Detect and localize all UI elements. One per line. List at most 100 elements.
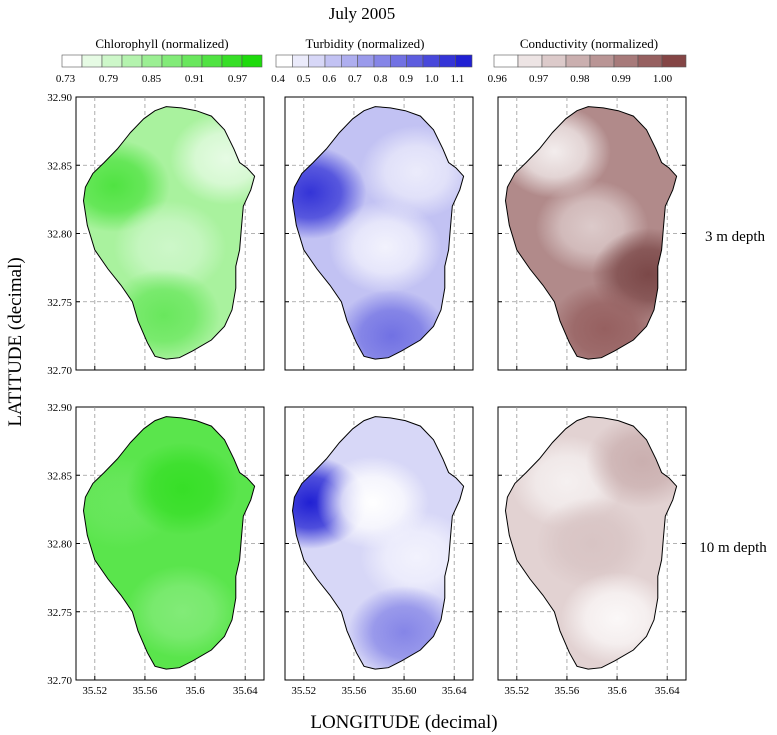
turbidity-colorbar-title: Turbidity (normalized) xyxy=(305,36,424,51)
turbidity-colorbar-swatch xyxy=(357,54,375,68)
x-tick-label: 35.56 xyxy=(342,685,367,697)
x-tick-label: 35.64 xyxy=(233,685,258,697)
conductivity-10m-field-patch xyxy=(535,497,649,590)
colorbars: Chlorophyll (normalized) 0.73 0.79 0.85 0.91… xyxy=(56,36,687,85)
chlorophyll-colorbar-tick: 0.79 xyxy=(99,73,119,85)
y-tick-label: 32.85 xyxy=(47,160,72,172)
conductivity-colorbar-swatch xyxy=(565,54,591,68)
chlorophyll-colorbar-swatch xyxy=(241,54,263,68)
conductivity-colorbar-tick: 0.97 xyxy=(529,73,549,85)
turbidity-colorbar-swatch xyxy=(455,54,473,68)
turbidity-3m-shoreline xyxy=(291,106,465,360)
chlorophyll-colorbar-tick: 0.97 xyxy=(228,73,248,85)
chlorophyll-3m-shoreline xyxy=(82,106,256,360)
chlorophyll-colorbar-tick: 0.91 xyxy=(185,73,204,85)
y-tick-label: 32.90 xyxy=(47,402,72,414)
turbidity-colorbar-swatch xyxy=(292,54,309,68)
turbidity-3m-field-patch xyxy=(292,146,367,239)
conductivity-colorbar-swatch xyxy=(637,54,663,68)
chlorophyll-colorbar-swatch xyxy=(201,54,223,68)
turbidity-colorbar-swatch xyxy=(308,54,326,68)
turbidity-colorbar-swatch xyxy=(275,54,293,68)
chlorophyll-colorbar-swatch xyxy=(61,54,83,68)
chlorophyll-colorbar-swatch xyxy=(141,54,163,68)
turbidity-colorbar-tick: 0.8 xyxy=(374,73,388,85)
chlorophyll-3m-field-patch xyxy=(113,200,227,294)
figure-title: July 2005 xyxy=(329,4,396,23)
conductivity-colorbar-swatch xyxy=(517,54,543,68)
chlorophyll-colorbar-tick: 0.85 xyxy=(142,73,162,85)
turbidity-colorbar-tick: 0.6 xyxy=(322,73,336,85)
row-labels: 3 m depth 10 m depth xyxy=(699,229,767,556)
row-label-10m: 10 m depth xyxy=(699,540,767,556)
turbidity-colorbar-swatch xyxy=(422,54,440,68)
chlorophyll-colorbar-title: Chlorophyll (normalized) xyxy=(95,36,228,51)
y-tick-label: 32.80 xyxy=(47,229,72,241)
turbidity-10m-panel xyxy=(284,406,474,681)
y-tick-label: 32.75 xyxy=(47,607,72,619)
turbidity-colorbar-tick: 1.0 xyxy=(425,73,439,85)
chlorophyll-colorbar-swatch xyxy=(161,54,183,68)
y-tick-labels-row-2: 32.90 32.85 32.80 32.75 32.70 xyxy=(47,402,72,687)
turbidity-colorbar-tick: 0.5 xyxy=(297,73,311,85)
conductivity-colorbar-swatch xyxy=(661,54,687,68)
conductivity-3m-panel xyxy=(497,96,687,371)
x-tick-label: 35.6 xyxy=(607,685,627,697)
conductivity-colorbar-tick: 0.96 xyxy=(488,73,508,85)
turbidity-colorbar-tick: 1.1 xyxy=(451,73,465,85)
chlorophyll-colorbar-swatch xyxy=(121,54,143,68)
x-tick-label: 35.64 xyxy=(442,685,467,697)
x-tick-labels-col-1: 35.52 35.56 35.6 35.64 xyxy=(82,685,258,697)
conductivity-colorbar-swatch xyxy=(613,54,639,68)
turbidity-colorbar-tick: 0.7 xyxy=(348,73,362,85)
chlorophyll-colorbar-swatch xyxy=(101,54,123,68)
x-axis-label: LONGITUDE (decimal) xyxy=(310,712,497,733)
conductivity-10m-lake-field xyxy=(505,416,677,670)
x-tick-label: 35.52 xyxy=(291,685,316,697)
conductivity-10m-panel xyxy=(497,406,687,681)
y-tick-label: 32.75 xyxy=(47,297,72,309)
x-tick-label: 35.52 xyxy=(504,685,529,697)
y-tick-label: 32.70 xyxy=(47,675,72,687)
x-tick-labels-col-3: 35.52 35.56 35.6 35.64 xyxy=(504,685,680,697)
turbidity-colorbar-swatch xyxy=(439,54,456,68)
row-label-3m: 3 m depth xyxy=(705,229,765,245)
chlorophyll-10m-field-patch xyxy=(126,442,239,536)
x-tick-label: 35.56 xyxy=(555,685,580,697)
conductivity-colorbar-swatch xyxy=(589,54,615,68)
y-tick-labels-row-1: 32.90 32.85 32.80 32.75 32.70 xyxy=(47,92,72,377)
conductivity-10m-shoreline xyxy=(504,416,678,670)
chlorophyll-10m-shoreline xyxy=(82,416,256,670)
conductivity-colorbar-tick: 0.99 xyxy=(612,73,632,85)
turbidity-3m-field-patch xyxy=(328,200,442,294)
conductivity-colorbar-title: Conductivity (normalized) xyxy=(520,36,658,51)
turbidity-colorbar-swatch xyxy=(406,54,424,68)
y-tick-label: 32.90 xyxy=(47,92,72,104)
x-tick-label: 35.60 xyxy=(392,685,417,697)
chlorophyll-10m-panel xyxy=(75,406,265,681)
turbidity-3m-panel xyxy=(284,96,474,371)
conductivity-colorbar-tick: 1.00 xyxy=(653,73,673,85)
x-tick-label: 35.56 xyxy=(133,685,158,697)
chlorophyll-colorbar-swatch xyxy=(221,54,243,68)
turbidity-colorbar-swatch xyxy=(390,54,407,68)
chlorophyll-colorbar-tick: 0.73 xyxy=(56,73,76,85)
turbidity-colorbar-swatch xyxy=(373,54,391,68)
turbidity-colorbar-swatch xyxy=(341,54,358,68)
y-tick-label: 32.85 xyxy=(47,470,72,482)
x-tick-label: 35.52 xyxy=(82,685,107,697)
conductivity-colorbar-tick: 0.98 xyxy=(570,73,590,85)
chlorophyll-3m-panel xyxy=(75,96,265,371)
turbidity-colorbar-tick: 0.4 xyxy=(271,73,285,85)
map-panels: 32.90 32.85 32.80 32.75 32.70 32.90 32.85 32.80… xyxy=(47,92,687,697)
y-axis-label: LATITUDE (decimal) xyxy=(5,257,26,426)
x-tick-label: 35.64 xyxy=(655,685,680,697)
turbidity-colorbar-swatch xyxy=(324,54,342,68)
x-tick-label: 35.6 xyxy=(185,685,205,697)
conductivity-colorbar-swatch xyxy=(541,54,567,68)
chlorophyll-colorbar-swatch xyxy=(81,54,103,68)
y-tick-label: 32.70 xyxy=(47,365,72,377)
chlorophyll-10m-field-patch xyxy=(126,565,239,659)
chlorophyll-colorbar-swatch xyxy=(181,54,203,68)
